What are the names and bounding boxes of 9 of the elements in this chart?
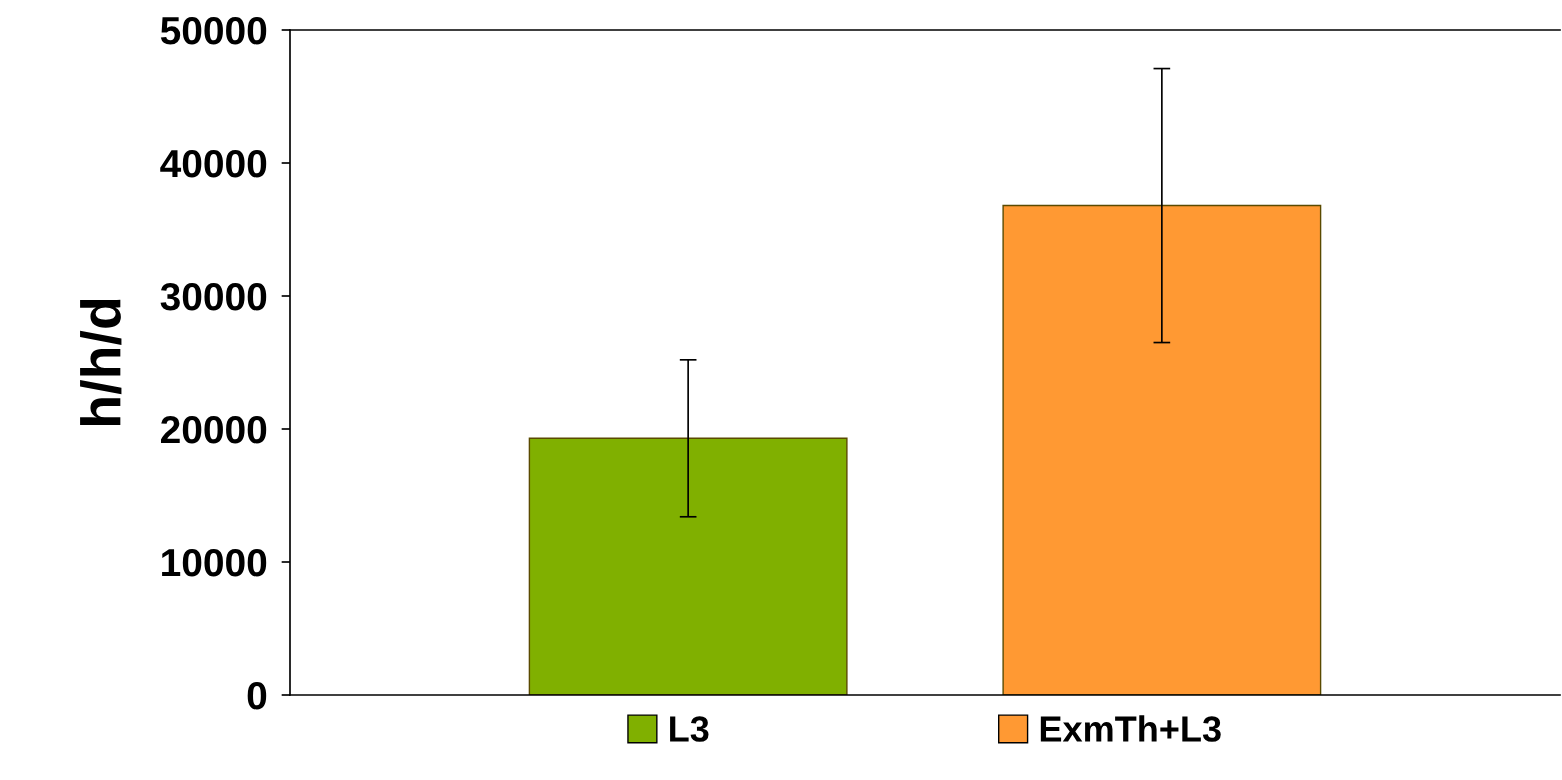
legend-label: L3 (670, 716, 709, 742)
legend-label: ExmTh+L3 (1040, 715, 1221, 742)
y-axis-title: h/h/d (80, 299, 122, 425)
y-tick-label: 0 (247, 681, 267, 710)
y-tick-label: 50000 (160, 16, 267, 45)
y-tick-label: 20000 (161, 415, 267, 444)
y-tick-label: 10000 (162, 548, 267, 577)
y-tick-label: 30000 (160, 282, 267, 311)
y-tick-label: 40000 (160, 149, 267, 178)
